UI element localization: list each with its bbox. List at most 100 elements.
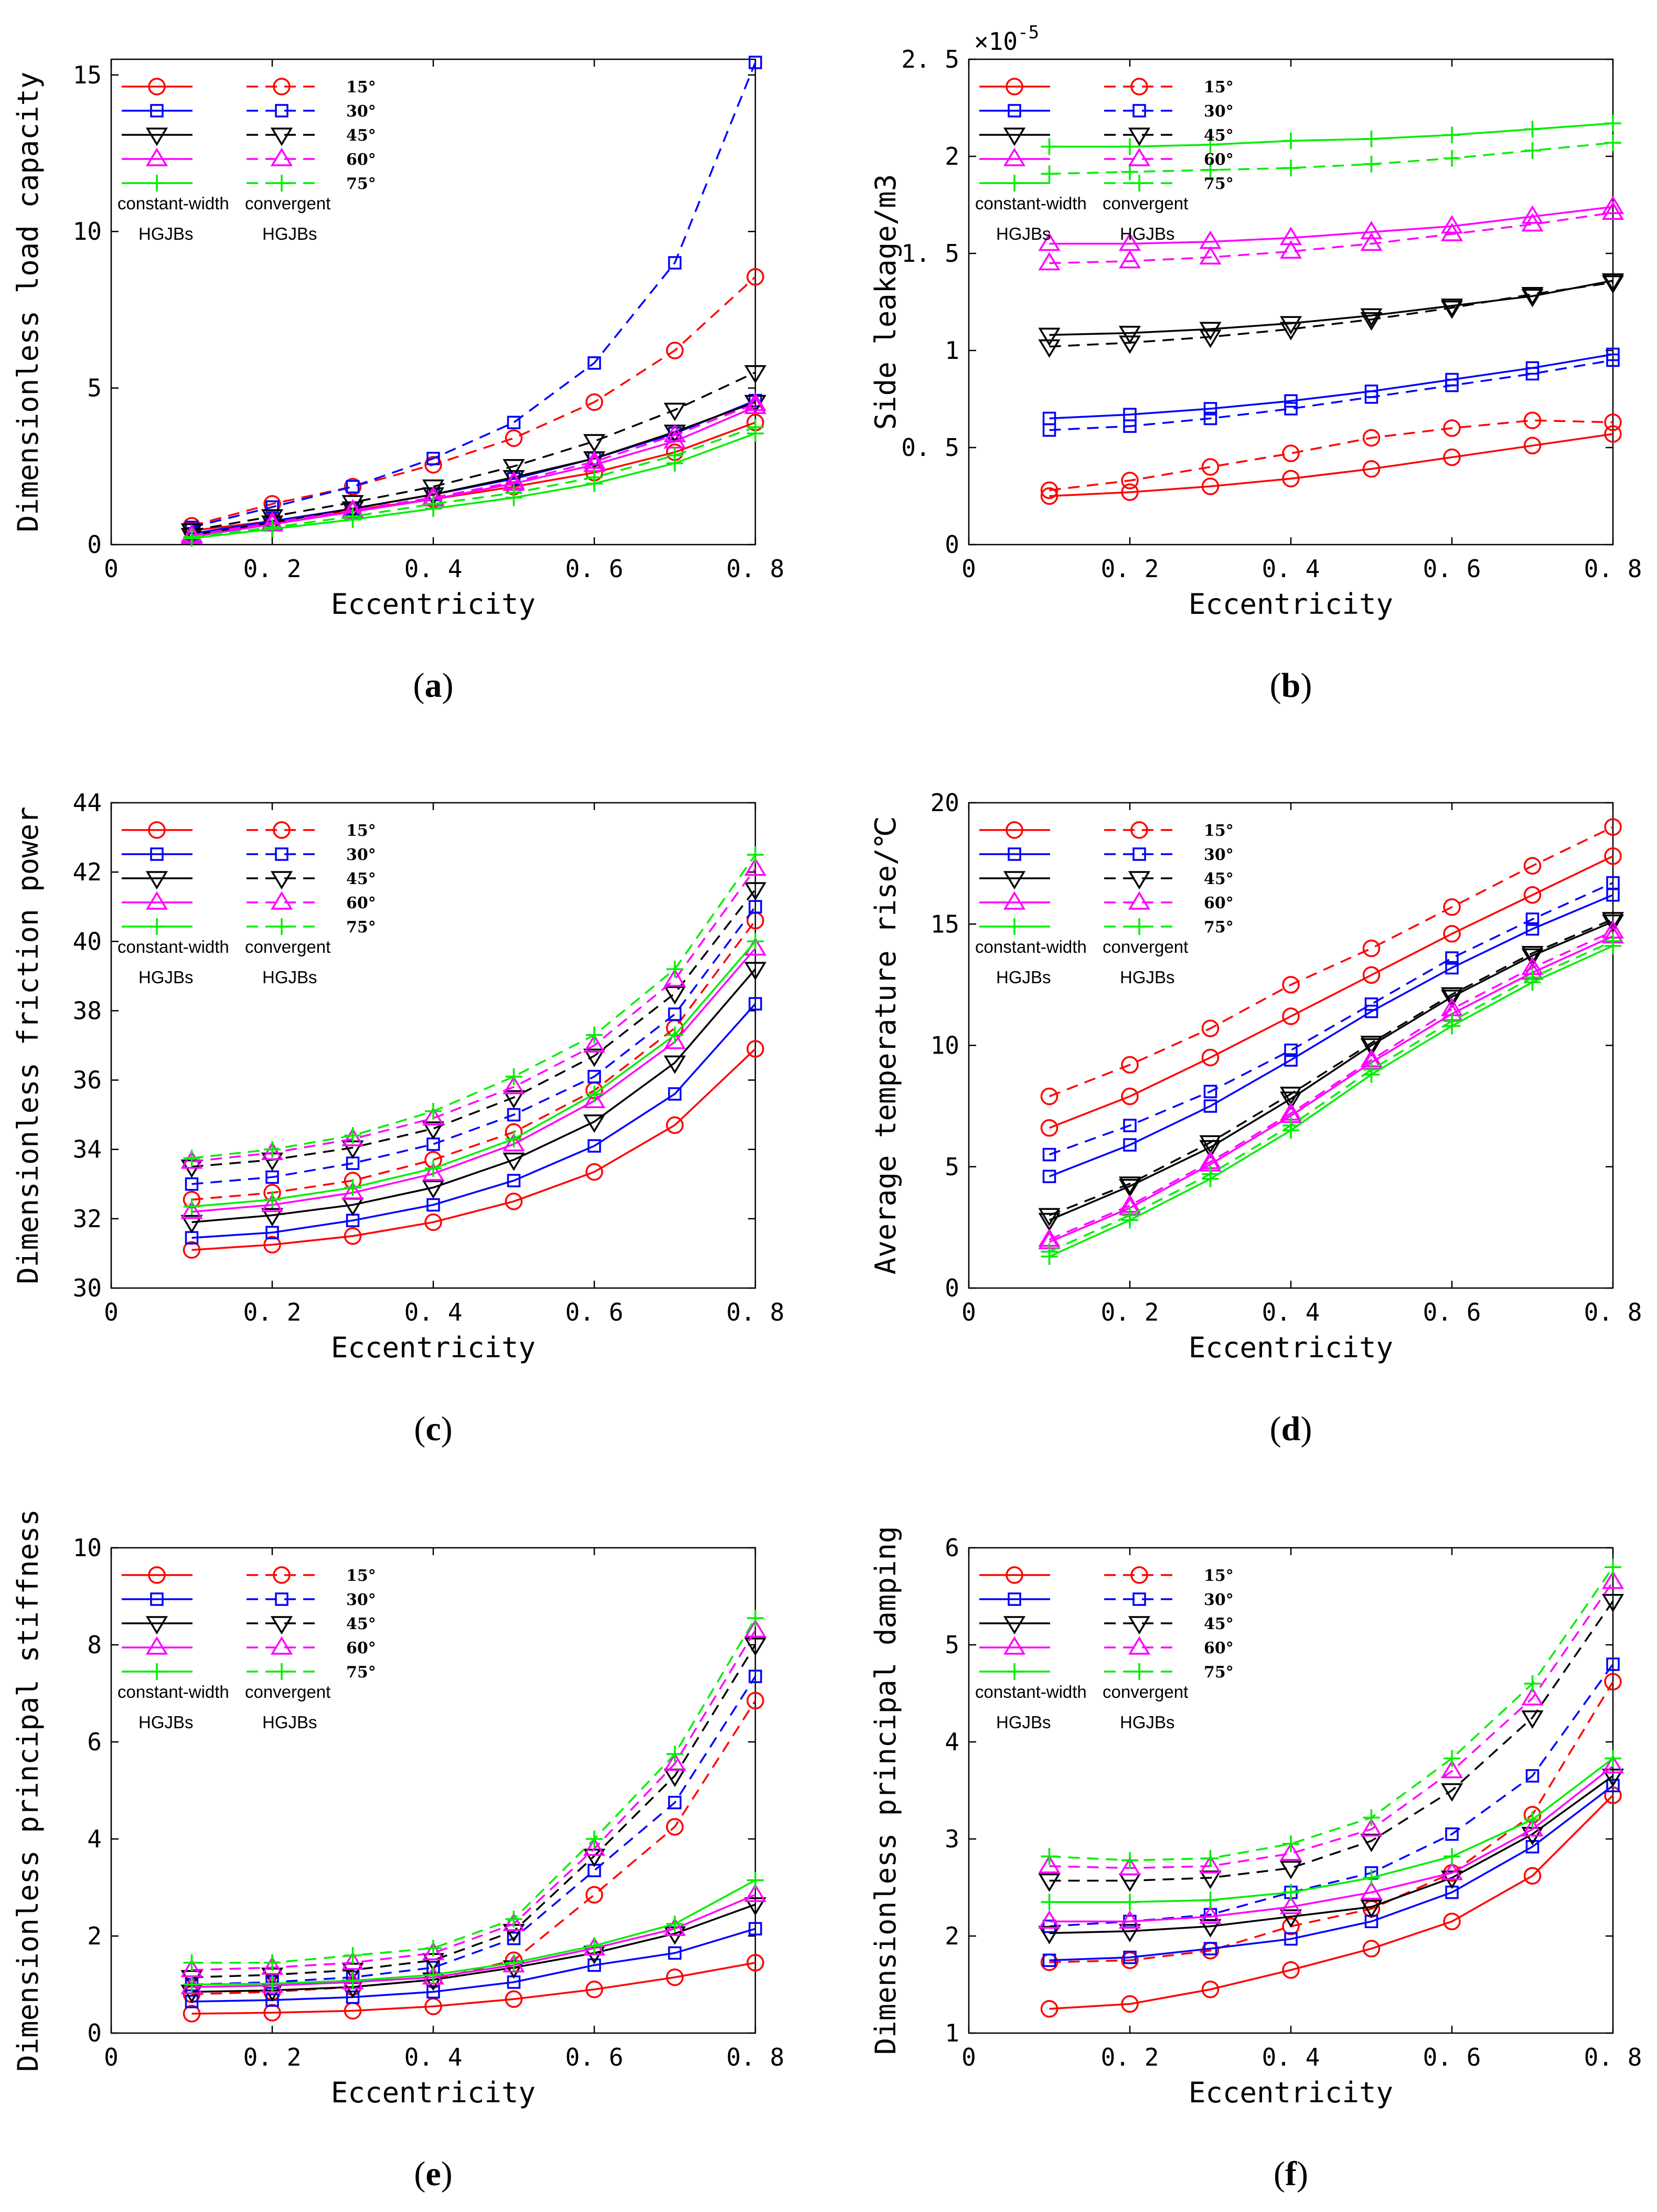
legend-marker: [1128, 127, 1151, 146]
data-point: [1282, 132, 1299, 150]
legend-note-dashed: convergent: [245, 937, 330, 956]
data-point: [264, 1141, 281, 1158]
series-line: [191, 1048, 756, 1251]
data-point: [1604, 1673, 1622, 1691]
data-point: [1445, 961, 1459, 975]
data-point: [749, 997, 762, 1011]
data-point: [264, 1191, 281, 1208]
series-line: [191, 1700, 756, 1995]
series-line: [1049, 1794, 1614, 2010]
legend-note-solid: constant-width: [975, 937, 1087, 956]
legend-marker: [275, 104, 288, 118]
legend-note-solid-2: HGJBs: [996, 967, 1051, 987]
x-tick-label: 0. 8: [1584, 2043, 1642, 2071]
data-point: [1279, 316, 1302, 335]
legend: 15° 30° 45° 60° 75° constant-width convergent H…: [975, 78, 1234, 243]
legend-marker: [1130, 821, 1148, 839]
data-point: [1118, 1873, 1141, 1892]
series-line: [191, 1630, 756, 1971]
data-point: [344, 477, 362, 496]
legend-marker: [270, 147, 293, 166]
data-point: [1523, 886, 1542, 904]
legend-marker: [1006, 175, 1023, 192]
series-line: [1049, 918, 1613, 1216]
data-point: [1038, 1910, 1061, 1929]
series-line: [1049, 122, 1613, 148]
data-point: [1282, 470, 1300, 487]
y-tick-label: 2: [945, 142, 959, 171]
data-point: [587, 1958, 601, 1972]
data-point: [1521, 946, 1544, 965]
data-point: [341, 1128, 364, 1146]
data-point: [1440, 222, 1463, 241]
data-point: [746, 1954, 764, 1972]
data-point: [1202, 161, 1219, 178]
y-tick-label: 0. 5: [901, 433, 959, 462]
data-point: [1118, 1176, 1141, 1195]
legend-entry-label: 60°: [1204, 1639, 1234, 1657]
x-tick-label: 0. 4: [404, 555, 463, 583]
data-point: [1601, 273, 1624, 292]
series-75deg-dashed: [1041, 932, 1621, 1260]
x-tick-label: 0. 6: [1423, 555, 1481, 583]
legend-marker: [150, 1592, 164, 1606]
data-point: [1360, 1833, 1383, 1853]
y-tick-label: 1: [945, 2019, 959, 2047]
legend-marker: [1132, 104, 1146, 118]
data-point: [346, 1990, 360, 2004]
data-point: [1121, 1056, 1139, 1074]
data-point: [1360, 232, 1383, 251]
data-point: [344, 1127, 361, 1144]
data-point: [1360, 1881, 1383, 1900]
data-point: [1038, 232, 1061, 251]
series-45deg-solid: [180, 962, 767, 1233]
data-point: [1521, 1818, 1544, 1837]
data-point: [264, 1975, 281, 1992]
data-point: [1199, 1135, 1222, 1154]
data-point: [666, 1968, 684, 1986]
y-tick-label: 42: [73, 858, 102, 886]
series-75deg-solid: [1041, 1750, 1621, 1911]
data-point: [344, 1947, 361, 1964]
legend-entry-label: 45°: [346, 870, 376, 888]
data-point: [1364, 997, 1378, 1011]
legend-marker: [1003, 891, 1026, 910]
data-point: [263, 2004, 281, 2022]
y-tick-label: 36: [73, 1066, 102, 1094]
data-point: [183, 528, 200, 546]
series-15deg-solid: [1040, 425, 1622, 505]
legend-entry-label: 60°: [1204, 151, 1234, 169]
legend-note-solid: constant-width: [975, 1682, 1087, 1701]
legend-marker: [1008, 1592, 1021, 1606]
data-point: [265, 1993, 279, 2007]
legend-marker: [1003, 147, 1026, 166]
data-point: [1443, 898, 1461, 916]
panel-label: (a): [413, 666, 454, 705]
x-tick-label: 0. 2: [243, 2043, 302, 2071]
series-15deg-dashed: [1040, 818, 1622, 1105]
data-point: [666, 446, 683, 464]
data-point: [1360, 308, 1383, 327]
data-point: [1118, 325, 1141, 345]
data-point: [1363, 130, 1380, 147]
legend-entry-label: 15°: [346, 78, 376, 97]
data-point: [1443, 448, 1461, 466]
data-point: [1118, 335, 1141, 354]
data-point: [505, 1068, 522, 1085]
x-tick-label: 0. 6: [565, 555, 624, 583]
data-point: [1040, 481, 1059, 499]
data-point: [744, 365, 767, 384]
series-45deg-dashed: [1038, 1594, 1624, 1892]
series-line: [1049, 433, 1613, 497]
legend-entry-label: 15°: [346, 1567, 376, 1585]
data-point: [1605, 134, 1621, 152]
x-tick-label: 0. 2: [243, 555, 302, 583]
data-point: [1604, 847, 1622, 865]
series-line: [1049, 1681, 1614, 1963]
data-point: [749, 1669, 762, 1683]
data-point: [264, 1954, 281, 1971]
x-tick-label: 0. 2: [1101, 1298, 1159, 1326]
y-tick-label: 2: [945, 1922, 959, 1950]
data-point: [263, 1236, 281, 1254]
